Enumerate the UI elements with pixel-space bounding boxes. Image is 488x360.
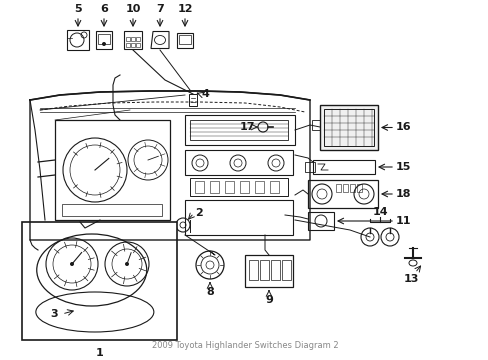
- Bar: [189, 94, 197, 106]
- Bar: [179, 35, 191, 44]
- Bar: [356, 184, 361, 192]
- Bar: [190, 120, 287, 140]
- Bar: [126, 43, 130, 47]
- Bar: [96, 31, 112, 49]
- Bar: [190, 178, 287, 196]
- Bar: [224, 181, 234, 193]
- Circle shape: [70, 262, 74, 266]
- Bar: [195, 181, 203, 193]
- Bar: [248, 260, 258, 280]
- Bar: [307, 180, 377, 208]
- Bar: [124, 31, 142, 49]
- Text: 6: 6: [100, 4, 108, 14]
- Text: 8: 8: [206, 287, 213, 297]
- Bar: [260, 260, 268, 280]
- Text: 16: 16: [395, 122, 411, 132]
- Bar: [62, 204, 162, 216]
- Bar: [131, 43, 135, 47]
- Bar: [131, 37, 135, 41]
- Bar: [184, 200, 292, 235]
- Bar: [307, 212, 333, 230]
- Text: 5: 5: [74, 4, 81, 14]
- Bar: [67, 30, 89, 50]
- Text: 11: 11: [395, 216, 411, 226]
- Bar: [177, 32, 193, 48]
- Bar: [349, 184, 354, 192]
- Text: 13: 13: [403, 274, 418, 284]
- Text: 14: 14: [371, 207, 387, 217]
- Bar: [311, 120, 319, 130]
- Bar: [240, 181, 248, 193]
- Bar: [335, 184, 340, 192]
- Bar: [136, 43, 140, 47]
- Text: 3: 3: [50, 309, 58, 319]
- Bar: [254, 181, 264, 193]
- Text: 15: 15: [395, 162, 410, 172]
- Bar: [184, 115, 294, 145]
- Text: 2009 Toyota Highlander Switches Diagram 2: 2009 Toyota Highlander Switches Diagram …: [151, 341, 338, 350]
- Text: 10: 10: [125, 4, 141, 14]
- Bar: [55, 120, 170, 220]
- Bar: [209, 181, 219, 193]
- Bar: [269, 181, 279, 193]
- Bar: [282, 260, 290, 280]
- Text: 17: 17: [239, 122, 254, 132]
- Text: 7: 7: [156, 4, 163, 14]
- Bar: [305, 162, 314, 172]
- Bar: [270, 260, 280, 280]
- Text: 12: 12: [177, 4, 192, 14]
- Bar: [98, 34, 110, 44]
- Circle shape: [102, 42, 106, 46]
- Bar: [342, 184, 347, 192]
- Bar: [136, 37, 140, 41]
- Bar: [312, 160, 374, 174]
- Text: 2: 2: [195, 208, 203, 218]
- Bar: [22, 222, 177, 340]
- Bar: [324, 109, 373, 146]
- Bar: [184, 150, 292, 175]
- Bar: [319, 105, 377, 150]
- Text: 4: 4: [201, 89, 208, 99]
- Bar: [244, 255, 292, 287]
- Circle shape: [125, 262, 129, 266]
- Bar: [126, 37, 130, 41]
- Text: 1: 1: [96, 348, 103, 358]
- Text: 18: 18: [395, 189, 411, 199]
- Text: 9: 9: [264, 295, 272, 305]
